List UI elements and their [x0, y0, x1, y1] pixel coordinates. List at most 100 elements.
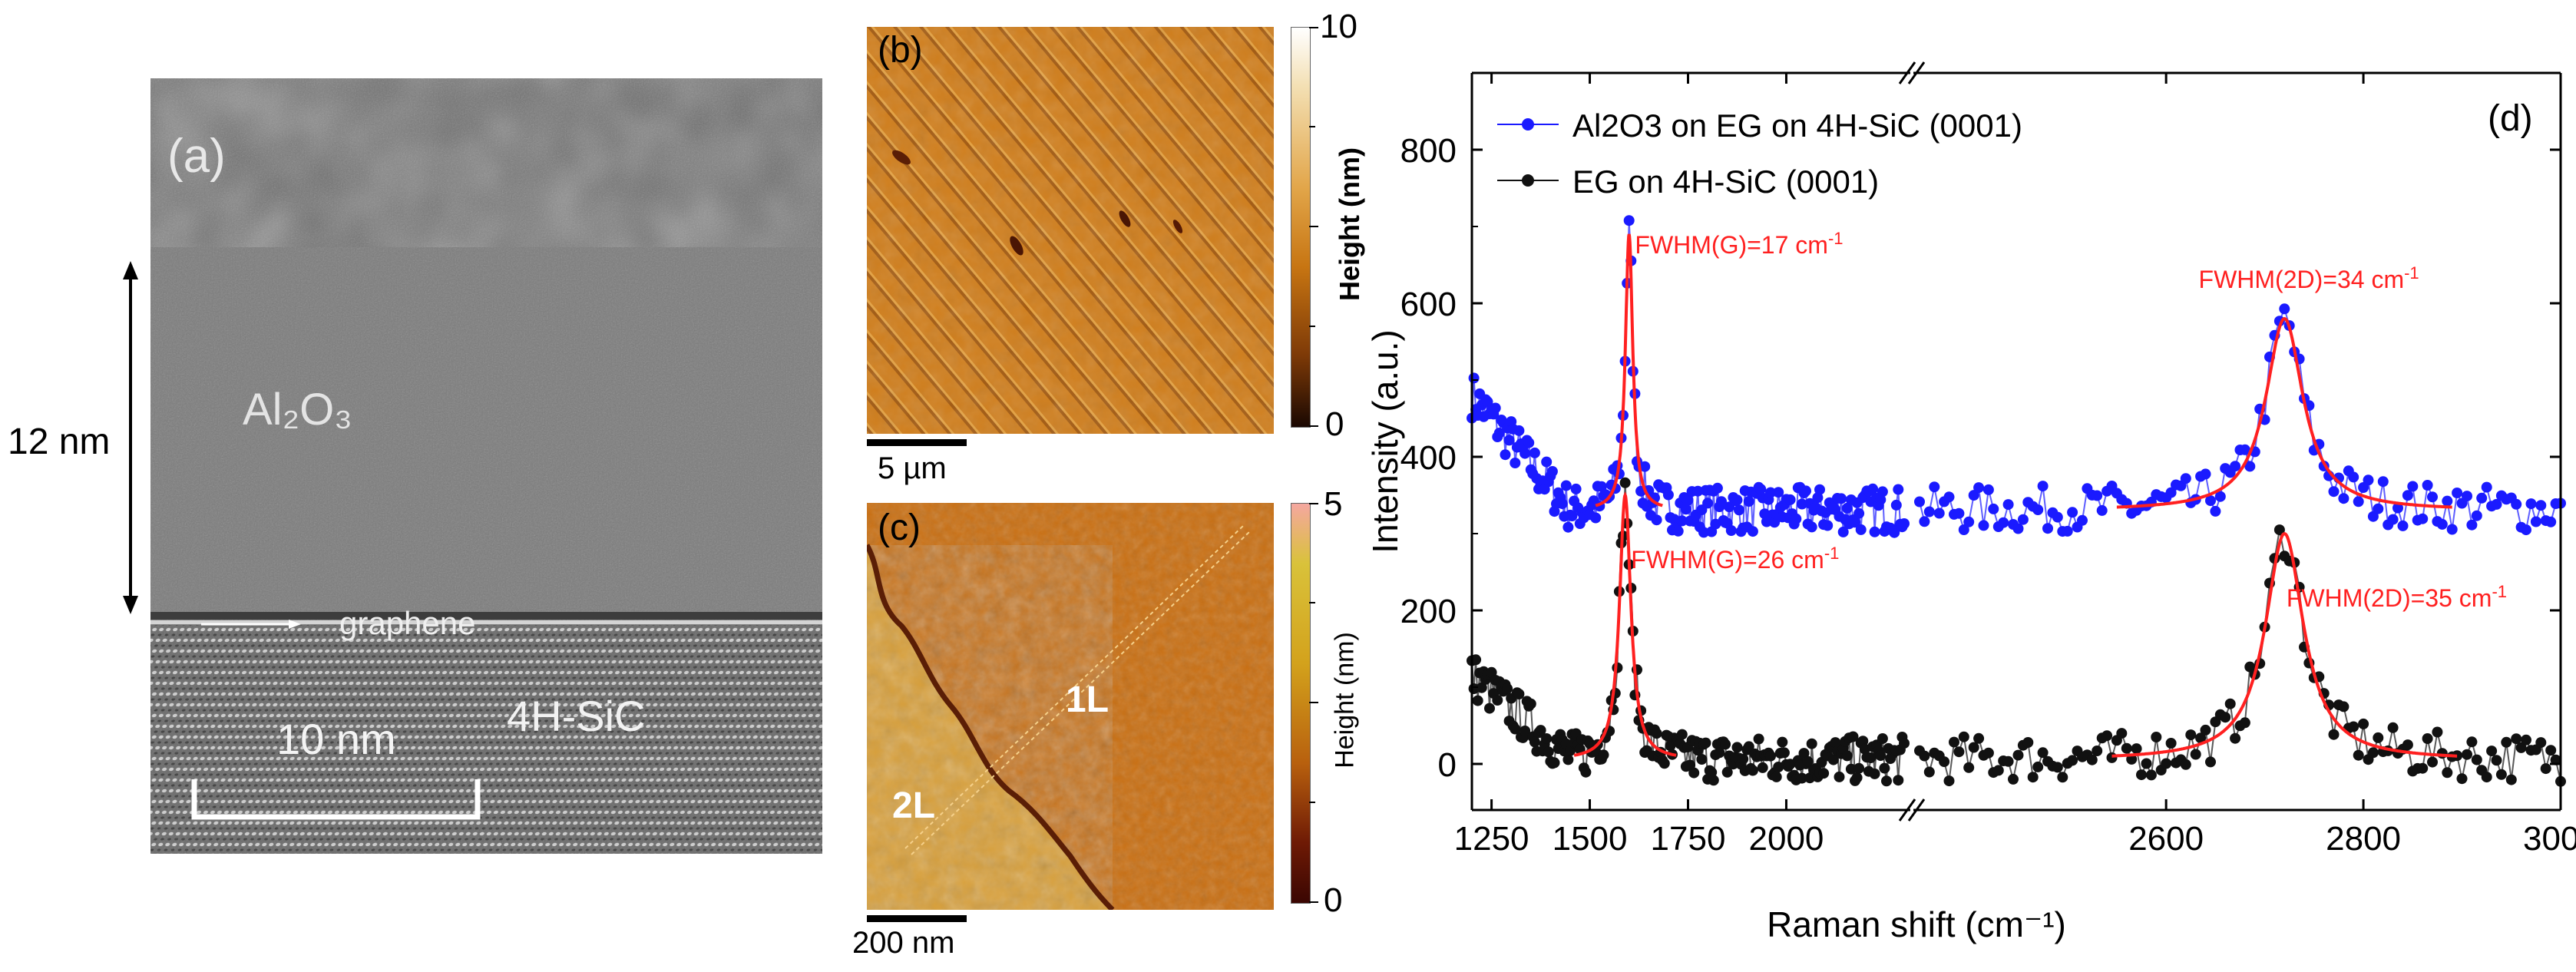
series-1-point — [2387, 514, 2399, 525]
series-1-point — [1755, 484, 1767, 495]
series-2-point — [1879, 762, 1890, 774]
series-1-point — [2067, 507, 2078, 518]
series-1-point — [1806, 521, 1817, 533]
series-2-point — [2436, 748, 2448, 759]
series-2-point — [2230, 732, 2241, 744]
series-2-point — [2521, 734, 2531, 746]
series-1-point — [1672, 525, 1684, 537]
pit — [1119, 210, 1131, 227]
series-2-point — [1738, 753, 1749, 765]
series-1-point — [1639, 461, 1651, 472]
series-1-point — [1513, 425, 1525, 436]
series-2-point — [2422, 733, 2433, 744]
series-1-point — [1929, 481, 1940, 493]
series-1-point — [1796, 498, 1807, 510]
series-2-point — [1721, 766, 1733, 778]
y-tick-label: 800 — [1400, 132, 1457, 170]
series-2-point — [2471, 754, 2482, 765]
afm-b-scalebar-label: 5 µm — [878, 451, 947, 485]
series-1-point — [1919, 516, 1930, 527]
series-2-point — [2106, 752, 2118, 763]
axis-break-bottom-1 — [1898, 798, 1916, 822]
graphene-label: graphene — [339, 605, 476, 641]
series-1-point — [2397, 520, 2409, 531]
series-1-point — [1978, 520, 1989, 531]
series-1-point — [2392, 502, 2403, 514]
colorbar-b-ticks — [1309, 27, 1318, 427]
series-2-point — [1834, 771, 1845, 782]
series-1-point — [2511, 498, 2522, 510]
series-2-point — [2495, 769, 2507, 780]
axis-break-top-2 — [1907, 61, 1926, 84]
profile-line — [911, 531, 1250, 855]
colorbar-b-title: Height (nm) — [1334, 147, 1365, 301]
panel-c-label: (c) — [878, 507, 921, 548]
series-2-point — [2358, 718, 2369, 729]
series-2-point — [2515, 742, 2527, 753]
series-1-point — [1662, 489, 1674, 501]
series-1-point — [1523, 437, 1535, 448]
series-2-point — [1535, 725, 1546, 736]
series-2-point — [1492, 695, 1503, 706]
series-2-point — [1765, 750, 1776, 762]
series-2-point — [1865, 752, 1877, 763]
series-2-point — [1619, 477, 1631, 488]
fwhm-annotation: FWHM(G)=26 cm-1 — [1631, 544, 1839, 574]
afm-image-b-svg — [867, 27, 1274, 434]
series-2-point — [1676, 729, 1688, 740]
series-1-point — [1784, 494, 1796, 505]
series-1-point — [1853, 507, 1865, 519]
tem-scalebar-label: 10 nm — [276, 715, 396, 763]
series-2-point — [2027, 772, 2039, 783]
series-2-point — [2353, 749, 2364, 761]
axis-break-top-1 — [1898, 61, 1916, 84]
afm-image-c — [867, 503, 1274, 910]
panel-d-label: (d) — [2488, 98, 2533, 139]
fwhm-annotation-exponent: -1 — [1824, 544, 1840, 563]
series-1-point — [1743, 496, 1754, 507]
series-1-point — [1982, 484, 1994, 495]
series-2-point — [2052, 762, 2063, 773]
series-1-point — [1837, 526, 1849, 537]
series-1-point — [2530, 516, 2541, 527]
amorphous-noise — [150, 78, 822, 708]
panel-a-label: (a) — [167, 130, 226, 183]
series-2-point — [1484, 703, 1495, 714]
series-1-point — [2002, 499, 2014, 511]
step-edge — [867, 544, 1115, 910]
series-1-point — [2407, 481, 2419, 492]
series-1-point — [2377, 476, 2389, 488]
series-2-point — [1700, 737, 1711, 749]
series-1-point — [1923, 506, 1935, 517]
series-2-point — [2032, 761, 2044, 772]
series-1-point — [2338, 493, 2349, 504]
fwhm-annotation-exponent: -1 — [2492, 582, 2507, 601]
series-1-point — [1791, 513, 1802, 524]
thickness-label: 12 nm — [8, 422, 111, 462]
chart-ticks: 0 200 400 600 800 1250 1500 1750 2000 2600 2800 300… — [1400, 73, 2576, 858]
series-1-point — [1556, 498, 1568, 509]
series-2-point — [2195, 732, 2207, 744]
series-2-point — [2338, 701, 2349, 712]
series-2-point — [2086, 754, 2098, 765]
bilayer-texture — [867, 545, 1113, 910]
series-2-point — [1598, 749, 1609, 761]
series-2-point — [2185, 729, 2197, 741]
series-1-point — [2476, 492, 2488, 504]
substrate-label: 4H-SiC — [507, 692, 646, 740]
series-2-point — [1875, 750, 1887, 762]
series-1-point — [1500, 449, 1511, 461]
series-1-point — [2521, 524, 2531, 536]
series-1-point — [1716, 496, 1727, 507]
series-1-point — [1510, 458, 1521, 468]
series-2-point — [2200, 724, 2211, 736]
fwhm-annotation: FWHM(G)=17 cm-1 — [1635, 229, 1843, 259]
series-2-point — [2121, 742, 2132, 754]
series-2-point — [2511, 733, 2522, 745]
series-1-point — [1765, 487, 1776, 498]
x-tick-label: 2600 — [2128, 820, 2204, 858]
series-2-point — [2328, 729, 2340, 740]
x-tick-label: 1500 — [1553, 820, 1628, 858]
series-2-point — [2239, 717, 2250, 729]
series-2-point — [2387, 722, 2399, 733]
